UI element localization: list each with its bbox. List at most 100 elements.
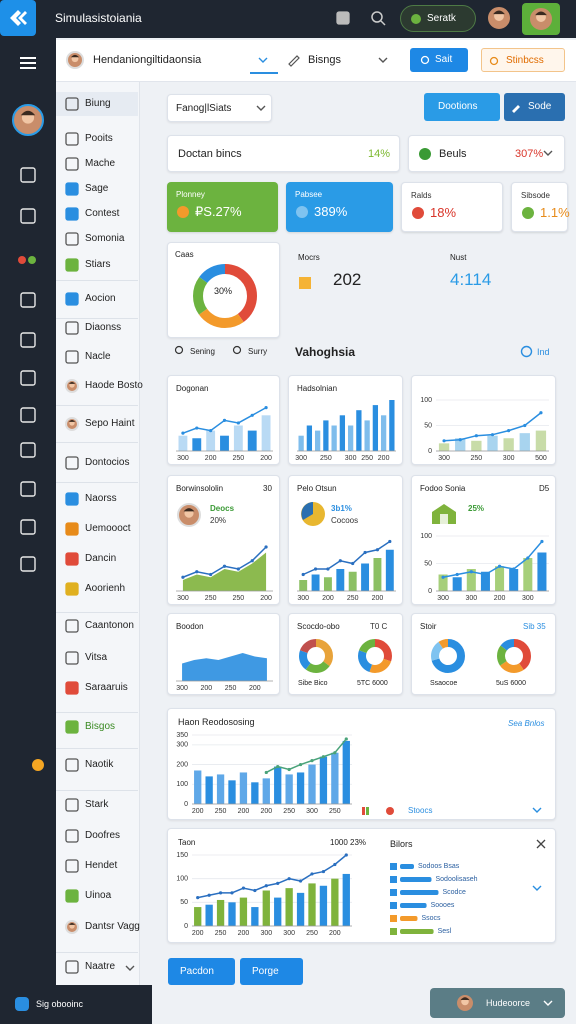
sidebar-item[interactable]: Bisgos <box>85 721 116 732</box>
kpi-icon <box>177 206 189 218</box>
bar <box>336 569 345 591</box>
sidebar-item[interactable]: Nacle <box>85 351 111 362</box>
action-button[interactable]: Dootions <box>424 93 500 121</box>
button-label[interactable]: Pacdon <box>180 966 214 977</box>
avatar <box>528 6 554 32</box>
sidebar-item[interactable]: Naorss <box>85 493 117 504</box>
sidebar-icon <box>65 456 79 470</box>
sidebar-item[interactable]: Haode Bosto <box>85 380 143 391</box>
kpi-icon <box>177 206 189 218</box>
panel-title: Bilors <box>390 839 413 849</box>
menu-icon <box>20 67 36 69</box>
sidebar-item[interactable]: Aoorienh <box>85 583 126 594</box>
donut-label: Sibe Bico <box>298 680 328 687</box>
sidebar-item[interactable]: Sepo Haint <box>85 418 135 429</box>
action-button[interactable]: Porge <box>240 958 303 985</box>
card-title: Fodoo Sonia <box>420 484 466 493</box>
x-tick-label: 200 <box>249 685 261 692</box>
sidebar-item[interactable]: Saraaruis <box>85 682 128 693</box>
line <box>442 541 543 578</box>
rail-icon <box>20 481 36 497</box>
button-label[interactable]: Stinbcss <box>506 55 544 66</box>
range-dropdown[interactable]: Fanog|lSiats <box>167 94 272 122</box>
sidebar-item[interactable]: Uinoa <box>85 890 112 901</box>
sidebar-icon <box>65 182 79 196</box>
avatar-hair <box>68 922 76 925</box>
action-button[interactable]: Pacdon <box>168 958 235 985</box>
line-point <box>181 575 185 579</box>
sidebar-item[interactable]: Dantsr Vagg <box>85 921 140 932</box>
sidebar-icon <box>65 97 79 111</box>
primary-button[interactable]: Sait <box>410 48 468 72</box>
sidebar-item[interactable]: Biung <box>85 98 111 109</box>
x-tick-label: 250 <box>471 455 483 462</box>
button-label[interactable]: Dootions <box>438 101 478 112</box>
legend-icon <box>232 345 242 355</box>
x-tick-label: 200 <box>260 455 272 462</box>
bar <box>331 878 339 926</box>
sidebar-item[interactable]: Dontocios <box>85 457 130 468</box>
sidebar-item[interactable]: Stiars <box>85 259 111 270</box>
sidebar-item[interactable]: Diaonss <box>85 322 122 333</box>
badge-text: 20% <box>210 516 227 525</box>
button-label[interactable]: Sait <box>435 54 453 65</box>
footer-button[interactable]: Hudeoorce <box>430 988 565 1018</box>
bar <box>239 897 248 926</box>
button-label[interactable]: Porge <box>252 966 279 977</box>
card-title: Pelo Otsun <box>297 484 337 493</box>
sidebar-item[interactable]: Caantonon <box>85 620 134 631</box>
kpi-value: 1.1% <box>540 205 570 220</box>
y-tick-label: 0 <box>428 588 432 595</box>
sidebar-item[interactable]: Pooits <box>85 133 113 144</box>
sidebar-item[interactable]: Aocion <box>85 293 116 304</box>
legend-label: Sening <box>190 347 215 356</box>
sidebar-item[interactable]: Dancin <box>85 553 117 564</box>
action-button[interactable]: Sode <box>504 93 565 121</box>
hbar-row <box>390 889 439 896</box>
sidebar-item[interactable]: Hendet <box>85 860 118 871</box>
button-label[interactable]: Hudeoorce <box>486 998 531 1008</box>
sidebar-item[interactable]: Naotik <box>85 759 114 770</box>
bar <box>206 430 216 451</box>
donut-card: Stoir Sib 35 Ssaocoe 5uS 6000 <box>411 613 556 695</box>
kpi-label: Plonney <box>176 190 205 199</box>
close-icon <box>536 839 546 849</box>
hbar <box>400 903 427 908</box>
x-tick-label: 300 <box>306 808 318 815</box>
x-tick-label: 300 <box>176 685 188 692</box>
sidebar-icon <box>65 350 79 364</box>
line-point <box>474 434 478 438</box>
secondary-button[interactable]: Stinbcss <box>481 48 565 72</box>
sidebar-item[interactable]: Sage <box>85 183 109 194</box>
rail-icon <box>20 167 36 183</box>
sidebar-icon <box>65 258 79 272</box>
sidebar-item[interactable]: Mache <box>85 158 116 169</box>
search-button[interactable]: Seratk <box>400 5 476 32</box>
button-label[interactable]: Seratk <box>427 13 456 24</box>
line-point <box>523 423 527 428</box>
edit-icon <box>288 55 300 67</box>
sidebar-item[interactable]: Vitsa <box>85 652 108 663</box>
legend-icons <box>362 807 394 815</box>
rail-icon <box>18 256 26 264</box>
left-rail <box>0 38 56 985</box>
sidebar-item[interactable]: Stark <box>85 799 109 810</box>
sidebar-icon <box>65 207 79 221</box>
summary-card[interactable]: Beuls 307% <box>408 135 565 172</box>
dropdown-label[interactable]: Fanog|lSiats <box>176 103 232 114</box>
sidebar-item[interactable]: Contest <box>85 208 120 219</box>
sidebar-item[interactable]: Naatre <box>85 961 116 972</box>
sidebar-item[interactable]: Uemoooct <box>85 523 131 534</box>
button-label[interactable]: Sode <box>528 101 552 112</box>
line-point <box>310 759 314 763</box>
kpi-card: Plonney ₽S.27% <box>167 182 278 232</box>
section-link[interactable]: Ind <box>537 347 550 357</box>
card-link[interactable]: Sea Bnlos <box>508 719 545 728</box>
sidebar-item[interactable]: Doofres <box>85 830 121 841</box>
sidebar-item[interactable]: Somonia <box>85 233 125 244</box>
kpi-label: Pabsee <box>295 190 323 199</box>
kpi-value: ₽S.27% <box>195 204 242 219</box>
metric-icon <box>299 277 311 289</box>
chevron <box>543 150 553 156</box>
